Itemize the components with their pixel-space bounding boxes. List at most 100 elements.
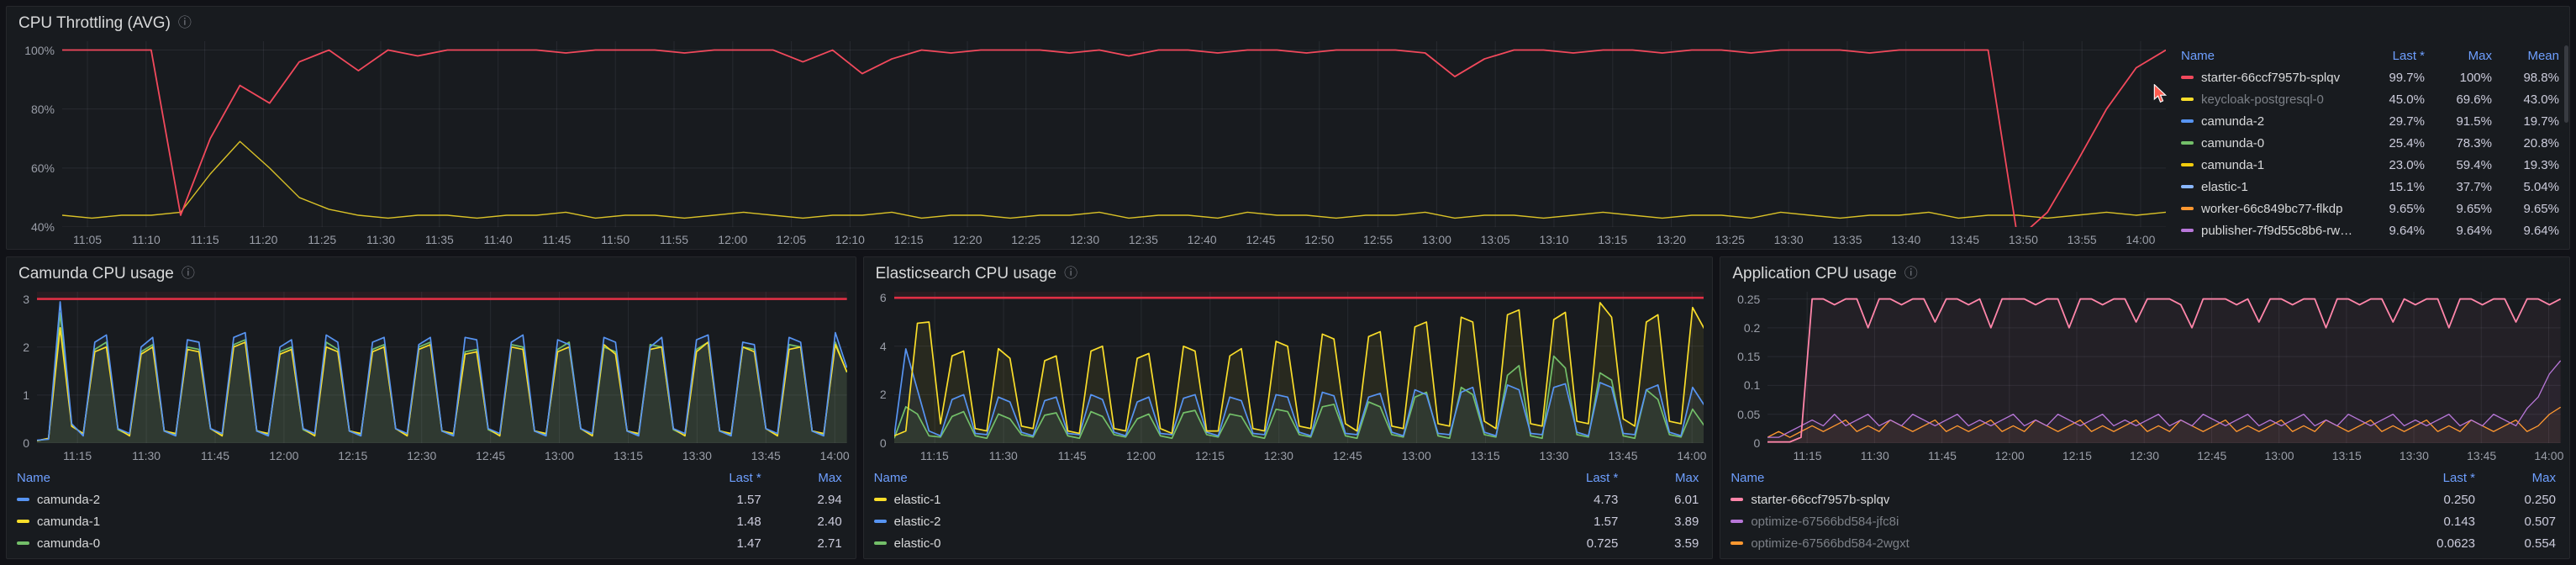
- x-tick-label: 12:15: [338, 449, 368, 462]
- legend-row[interactable]: optimize-67566bd584-jfc8i 0.143 0.507: [1731, 510, 2556, 532]
- x-tick-label: 11:15: [190, 233, 219, 246]
- legend-column-last[interactable]: Last *: [1585, 470, 1619, 485]
- x-tick-label: 11:10: [131, 233, 161, 246]
- legend-row[interactable]: elastic-2 1.57 3.89: [873, 510, 1699, 532]
- panel-header[interactable]: Application CPU usage ⓘ: [1720, 257, 2569, 285]
- legend-row[interactable]: camunda-1 1.48 2.40: [17, 510, 842, 532]
- y-axis-labels: 40% 60% 80% 100%: [10, 41, 62, 234]
- application-cpu-legend: Name Last * Max starter-66ccf7957b-splqv 0.2…: [1720, 465, 2569, 558]
- legend-series-name[interactable]: starter-66ccf7957b-splqv: [2201, 70, 2341, 85]
- y-axis-labels: 0 0.05 0.1 0.15 0.2 0.25: [1724, 292, 1767, 450]
- application-cpu-chart[interactable]: 0 0.05 0.1 0.15 0.2 0.25 11:15 11:30 11:45 12:00 1…: [1720, 285, 2569, 465]
- legend-value: 0.250: [2524, 492, 2557, 507]
- x-tick-label: 12:30: [407, 449, 437, 462]
- legend-row[interactable]: elastic-0 0.725 3.59: [873, 532, 1699, 554]
- x-axis-labels: 11:15 11:30 11:45 12:00 12:15 12:30 12:45 13:00…: [1767, 443, 2564, 465]
- legend-value: 0.0623: [2436, 536, 2476, 551]
- x-tick-label: 13:30: [2399, 449, 2429, 462]
- legend-scrollbar[interactable]: [2564, 45, 2568, 123]
- legend-row[interactable]: camunda-1 23.0% 59.4% 19.3%: [2181, 154, 2559, 176]
- legend-row[interactable]: optimize-67566bd584-2wgxt 0.0623 0.554: [1731, 532, 2556, 554]
- y-tick-label: 0.15: [1737, 350, 1761, 364]
- plot-area[interactable]: [893, 292, 1704, 443]
- x-tick-label: 12:30: [1263, 449, 1293, 462]
- legend-value: 98.8%: [2523, 70, 2559, 85]
- info-icon[interactable]: ⓘ: [1064, 267, 1078, 281]
- legend-series-name[interactable]: camunda-0: [37, 536, 101, 551]
- panel-cpu-throttling: CPU Throttling (AVG) ⓘ 40% 60% 80% 100% 11:0…: [6, 6, 2570, 250]
- legend-series-name[interactable]: camunda-2: [37, 492, 101, 507]
- legend-row[interactable]: camunda-0 25.4% 78.3% 20.8%: [2181, 132, 2559, 154]
- series-line-starter-66ccf7957b-splqv: [1767, 299, 2561, 442]
- info-icon[interactable]: ⓘ: [1904, 267, 1918, 281]
- legend-value: 19.7%: [2523, 114, 2559, 129]
- legend-series-name[interactable]: publisher-7f9d55c8b6-rwzvq: [2201, 223, 2357, 238]
- legend-row[interactable]: elastic-1 4.73 6.01: [873, 488, 1699, 510]
- x-tick-label: 12:30: [1070, 233, 1100, 246]
- legend-series-name[interactable]: camunda-1: [37, 514, 101, 529]
- panel-header[interactable]: Elasticsearch CPU usage ⓘ: [864, 257, 1713, 285]
- panel-header[interactable]: CPU Throttling (AVG) ⓘ: [7, 7, 2569, 34]
- x-tick-label: 11:30: [1860, 449, 1889, 462]
- legend-column-name[interactable]: Name: [873, 470, 908, 485]
- legend-row[interactable]: elastic-1 15.1% 37.7% 5.04%: [2181, 176, 2559, 198]
- x-tick-label: 13:45: [1950, 233, 1980, 246]
- info-icon[interactable]: ⓘ: [177, 16, 192, 30]
- legend-column-name[interactable]: Name: [1731, 470, 1765, 485]
- series-line-elastic-2: [894, 349, 1704, 436]
- y-tick-label: 4: [879, 339, 887, 353]
- x-tick-label: 11:20: [249, 233, 278, 246]
- legend-series-name[interactable]: elastic-2: [893, 514, 941, 529]
- legend-series-name[interactable]: starter-66ccf7957b-splqv: [1751, 492, 1890, 507]
- y-tick-label: 3: [23, 292, 29, 306]
- legend-column-last[interactable]: Last *: [729, 470, 761, 485]
- cpu-throttling-chart[interactable]: 40% 60% 80% 100% 11:05 11:10 11:15 11:20 11:25 11…: [7, 34, 2174, 249]
- legend-column-max[interactable]: Max: [1675, 470, 1699, 485]
- legend-column-max[interactable]: Max: [2468, 48, 2492, 63]
- plot-area[interactable]: [62, 41, 2166, 227]
- x-axis-labels: 11:15 11:30 11:45 12:00 12:15 12:30 12:45 13:00…: [37, 443, 850, 465]
- legend-series-name[interactable]: elastic-0: [893, 536, 941, 551]
- x-axis-labels: 11:05 11:10 11:15 11:20 11:25 11:30 11:35 11:40…: [62, 227, 2166, 249]
- legend-row[interactable]: publisher-7f9d55c8b6-rwzvq 9.64% 9.64% 9.64…: [2181, 219, 2559, 241]
- legend-row[interactable]: starter-66ccf7957b-splqv 0.250 0.250: [1731, 488, 2556, 510]
- legend-column-last[interactable]: Last *: [2442, 470, 2476, 485]
- legend-series-name[interactable]: worker-66c849bc77-flkdp: [2201, 201, 2343, 216]
- legend-series-name[interactable]: keycloak-postgresql-0: [2201, 92, 2324, 107]
- legend-value: 4.73: [1594, 492, 1619, 507]
- legend-row[interactable]: camunda-2 1.57 2.94: [17, 488, 842, 510]
- series-color-swatch: [2181, 163, 2194, 166]
- legend-row[interactable]: starter-66ccf7957b-splqv 99.7% 100% 98.8%: [2181, 66, 2559, 88]
- legend-series-name[interactable]: optimize-67566bd584-jfc8i: [1751, 514, 1899, 529]
- legend-row[interactable]: camunda-0 1.47 2.71: [17, 532, 842, 554]
- legend-series-name[interactable]: camunda-2: [2201, 114, 2265, 129]
- legend-column-last[interactable]: Last *: [2392, 48, 2425, 63]
- elasticsearch-cpu-chart[interactable]: 0 2 4 6 11:15 11:30 11:45 12:00 12:15 12:30 12:45 1…: [864, 285, 1713, 465]
- legend-series-name[interactable]: camunda-1: [2201, 157, 2265, 172]
- legend-column-name[interactable]: Name: [2181, 48, 2215, 63]
- legend-column-max[interactable]: Max: [2531, 470, 2557, 485]
- legend-series-name[interactable]: camunda-0: [2201, 135, 2265, 150]
- legend-column-mean[interactable]: Mean: [2527, 48, 2559, 63]
- info-icon[interactable]: ⓘ: [181, 267, 195, 281]
- legend-series-name[interactable]: elastic-1: [893, 492, 941, 507]
- legend-value: 0.725: [1586, 536, 1619, 551]
- legend-column-max[interactable]: Max: [818, 470, 842, 485]
- panel-elasticsearch-cpu-usage: Elasticsearch CPU usage ⓘ 0 2 4 6 11:15 11:30…: [862, 256, 1714, 559]
- series-color-swatch: [1731, 498, 1744, 501]
- plot-area[interactable]: [37, 292, 847, 443]
- legend-row[interactable]: keycloak-postgresql-0 45.0% 69.6% 43.0%: [2181, 88, 2559, 110]
- x-tick-label: 14:00: [819, 449, 850, 462]
- x-tick-label: 13:00: [1401, 449, 1431, 462]
- legend-row[interactable]: camunda-2 29.7% 91.5% 19.7%: [2181, 110, 2559, 132]
- panel-header[interactable]: Camunda CPU usage ⓘ: [7, 257, 856, 285]
- legend-series-name[interactable]: optimize-67566bd584-2wgxt: [1751, 536, 1910, 551]
- x-tick-label: 13:30: [1773, 233, 1804, 246]
- plot-area[interactable]: [1767, 292, 2562, 443]
- x-tick-label: 14:00: [2534, 449, 2564, 462]
- legend-row[interactable]: worker-66c849bc77-flkdp 9.65% 9.65% 9.65%: [2181, 198, 2559, 219]
- legend-column-name[interactable]: Name: [17, 470, 51, 485]
- camunda-cpu-chart[interactable]: 0 1 2 3 11:15 11:30 11:45 12:00 12:15 12:30 12:45 1…: [7, 285, 856, 465]
- x-tick-label: 13:00: [1421, 233, 1451, 246]
- legend-series-name[interactable]: elastic-1: [2201, 179, 2248, 194]
